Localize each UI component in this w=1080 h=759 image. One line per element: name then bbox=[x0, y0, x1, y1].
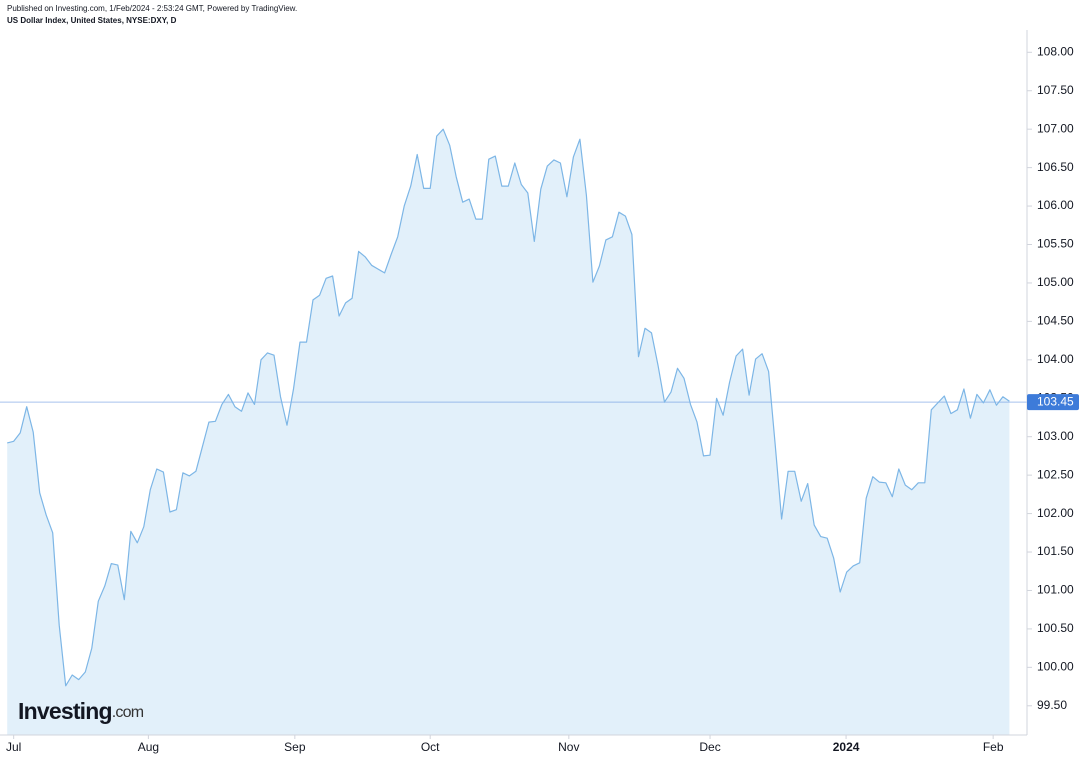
price-line bbox=[7, 128, 1010, 687]
y-tick-label: 99.50 bbox=[1037, 698, 1067, 712]
y-tick-label: 106.00 bbox=[1037, 198, 1074, 212]
x-tick-label: Oct bbox=[421, 740, 440, 754]
y-tick-label: 108.00 bbox=[1037, 44, 1074, 58]
y-tick-label: 104.00 bbox=[1037, 352, 1074, 366]
x-tick-label: Sep bbox=[284, 740, 306, 754]
y-tick-label: 100.00 bbox=[1037, 660, 1074, 674]
published-note: Published on Investing.com, 1/Feb/2024 -… bbox=[7, 4, 297, 13]
last-value-label: 103.45 bbox=[1037, 394, 1074, 408]
y-tick-label: 102.00 bbox=[1037, 506, 1074, 520]
y-tick-label: 103.00 bbox=[1037, 429, 1074, 443]
y-tick-label: 105.50 bbox=[1037, 237, 1074, 251]
y-tick-label: 104.50 bbox=[1037, 314, 1074, 328]
y-tick-label: 107.50 bbox=[1037, 83, 1074, 97]
x-tick-label: Jul bbox=[6, 740, 21, 754]
logo-suffix: .com bbox=[112, 704, 144, 721]
plot-area bbox=[0, 128, 1027, 735]
y-tick-label: 107.00 bbox=[1037, 121, 1074, 135]
x-tick-label: Dec bbox=[699, 740, 720, 754]
x-tick-label: Feb bbox=[983, 740, 1004, 754]
y-tick-label: 102.50 bbox=[1037, 467, 1074, 481]
x-tick-label: 2024 bbox=[833, 740, 860, 754]
logo-name: Investing bbox=[18, 698, 112, 724]
y-tick-label: 105.00 bbox=[1037, 275, 1074, 289]
chart-title: US Dollar Index, United States, NYSE:DXY… bbox=[7, 16, 177, 25]
y-tick-label: 100.50 bbox=[1037, 621, 1074, 635]
last-value-box bbox=[1027, 394, 1079, 411]
x-tick-label: Aug bbox=[138, 740, 159, 754]
logo: Investing.com bbox=[18, 698, 144, 724]
x-tick-label: Nov bbox=[558, 740, 579, 754]
y-tick-label: 101.50 bbox=[1037, 544, 1074, 558]
y-tick-label: 106.50 bbox=[1037, 160, 1074, 174]
y-tick-label: 101.00 bbox=[1037, 583, 1074, 597]
area-fill bbox=[7, 129, 1010, 735]
